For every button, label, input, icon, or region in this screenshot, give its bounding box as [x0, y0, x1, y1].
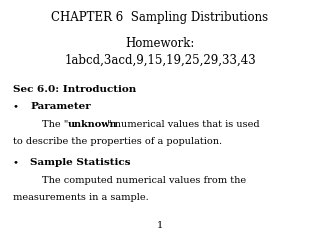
Text: 1abcd,3acd,9,15,19,25,29,33,43: 1abcd,3acd,9,15,19,25,29,33,43	[64, 54, 256, 67]
Text: Homework:: Homework:	[125, 37, 195, 50]
Text: •: •	[13, 102, 19, 111]
Text: •: •	[13, 158, 19, 168]
Text: 1: 1	[157, 221, 163, 230]
Text: to describe the properties of a population.: to describe the properties of a populati…	[13, 137, 222, 146]
Text: The ": The "	[42, 120, 68, 129]
Text: Parameter: Parameter	[30, 102, 91, 111]
Text: unknown: unknown	[68, 120, 117, 129]
Text: The computed numerical values from the: The computed numerical values from the	[42, 176, 246, 185]
Text: measurements in a sample.: measurements in a sample.	[13, 193, 148, 202]
Text: " numerical values that is used: " numerical values that is used	[107, 120, 260, 129]
Text: CHAPTER 6  Sampling Distributions: CHAPTER 6 Sampling Distributions	[52, 11, 268, 24]
Text: Sample Statistics: Sample Statistics	[30, 158, 131, 168]
Text: Sec 6.0: Introduction: Sec 6.0: Introduction	[13, 85, 136, 94]
